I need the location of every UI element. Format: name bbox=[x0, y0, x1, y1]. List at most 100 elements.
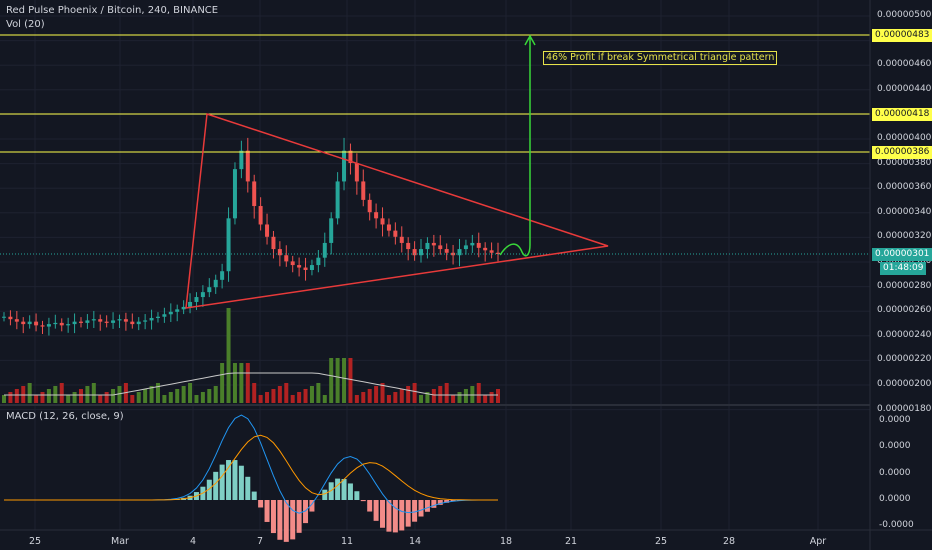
candle-body bbox=[489, 250, 494, 253]
candle-body bbox=[226, 218, 231, 272]
candle-body bbox=[252, 181, 257, 207]
candle-body bbox=[111, 320, 116, 323]
volume-bar bbox=[496, 389, 500, 403]
candle-body bbox=[348, 150, 353, 163]
macd-histogram-bar bbox=[238, 465, 244, 500]
volume-bar bbox=[239, 363, 244, 403]
candle-body bbox=[245, 150, 250, 182]
candle-body bbox=[21, 321, 26, 325]
volume-bar bbox=[130, 395, 135, 403]
candle-body bbox=[232, 169, 237, 219]
macd-line bbox=[4, 414, 498, 514]
candle-body bbox=[386, 224, 391, 231]
volume-bar bbox=[284, 383, 289, 403]
volume-bar bbox=[72, 392, 77, 403]
volume-bar bbox=[27, 383, 32, 403]
macd-signal-line bbox=[4, 434, 498, 501]
candle-body bbox=[194, 297, 199, 302]
volume-bar bbox=[149, 386, 154, 403]
candle-body bbox=[258, 206, 263, 225]
last-price-tag: 0.00000301 bbox=[872, 248, 932, 261]
volume-bar bbox=[393, 392, 398, 403]
breakout-curve bbox=[499, 243, 531, 257]
volume-bar bbox=[168, 392, 173, 403]
volume-bar bbox=[329, 358, 334, 403]
volume-bar bbox=[271, 389, 276, 403]
candle-body bbox=[444, 249, 449, 253]
candle-body bbox=[316, 257, 321, 266]
volume-bar bbox=[2, 395, 6, 403]
candle-body bbox=[130, 321, 135, 325]
macd-histogram-bar bbox=[335, 478, 341, 500]
time-tick-label: 25 bbox=[28, 536, 42, 547]
candle-body bbox=[412, 249, 417, 256]
candle-body bbox=[175, 309, 180, 312]
target-price-tag: 0.00000483 bbox=[872, 29, 932, 42]
resistance-high-tag: 0.00000418 bbox=[872, 108, 932, 121]
volume-bar bbox=[431, 389, 436, 403]
candle-body bbox=[181, 306, 186, 310]
candle-body bbox=[470, 242, 475, 246]
volume-bars bbox=[2, 308, 500, 403]
volume-ma-line bbox=[4, 372, 498, 396]
volume-bar bbox=[406, 386, 411, 403]
profit-annotation[interactable]: 46% Profit if break Symmetrical triangle… bbox=[543, 51, 778, 65]
volume-bar bbox=[14, 389, 19, 403]
macd-histogram-bar bbox=[206, 479, 212, 500]
macd-histogram-bar bbox=[322, 489, 328, 500]
macd-histogram-bar bbox=[213, 471, 219, 500]
time-tick-label: 18 bbox=[499, 536, 513, 547]
time-tick-label: 21 bbox=[564, 536, 578, 547]
volume-bar bbox=[104, 392, 109, 403]
macd-histogram-bar bbox=[309, 500, 315, 512]
candle-body bbox=[117, 319, 122, 321]
volume-bar bbox=[111, 389, 116, 403]
symmetrical-triangle[interactable] bbox=[185, 112, 609, 309]
volume-bar bbox=[8, 392, 13, 403]
volume-bar bbox=[303, 389, 308, 403]
candle-body bbox=[136, 321, 141, 325]
candle-body bbox=[284, 255, 289, 262]
volume-bar bbox=[143, 389, 148, 403]
volume-bar bbox=[361, 392, 366, 403]
grid-lines bbox=[0, 0, 870, 530]
volume-bar bbox=[194, 395, 199, 403]
price-tick-label: 0.00000400 bbox=[877, 133, 932, 143]
macd-histogram-bar bbox=[277, 500, 283, 540]
candle-body bbox=[66, 324, 71, 326]
volume-bar bbox=[425, 392, 430, 403]
volume-bar bbox=[98, 395, 103, 403]
price-tick-label: 0.00000260 bbox=[877, 305, 932, 316]
candle-body bbox=[59, 322, 64, 326]
price-tick-label: 0.00000300 bbox=[877, 256, 932, 266]
volume-bar bbox=[367, 389, 372, 403]
volume-bar bbox=[34, 395, 39, 403]
price-tick-label: 0.00000440 bbox=[877, 83, 932, 94]
candle-body bbox=[149, 317, 154, 321]
macd-histogram-bar bbox=[424, 500, 430, 512]
volume-bar bbox=[181, 386, 186, 403]
candle-body bbox=[239, 150, 244, 170]
candle-body bbox=[335, 181, 340, 219]
candle-body bbox=[72, 321, 77, 325]
price-tick-label: 0.00000380 bbox=[877, 157, 932, 168]
candle-body bbox=[123, 319, 128, 322]
candle-body bbox=[143, 320, 148, 322]
candle-body bbox=[329, 218, 334, 243]
volume-bar bbox=[162, 395, 167, 403]
macd-histogram-bar bbox=[367, 500, 373, 512]
candle-body bbox=[46, 324, 51, 327]
volume-bar bbox=[297, 392, 302, 403]
candle-body bbox=[220, 271, 225, 280]
volume-bar bbox=[412, 383, 417, 403]
price-tick-label: 0.00000340 bbox=[877, 206, 932, 217]
macd-histogram-bar bbox=[283, 500, 289, 542]
volume-bar bbox=[226, 308, 231, 403]
time-tick-label: 11 bbox=[340, 536, 354, 547]
macd-histogram-bar bbox=[232, 460, 238, 500]
volume-bar bbox=[200, 392, 205, 403]
macd-histogram-bar bbox=[412, 500, 418, 522]
volume-bar bbox=[316, 383, 321, 403]
price-tick-label: 0.00000200 bbox=[877, 379, 932, 389]
